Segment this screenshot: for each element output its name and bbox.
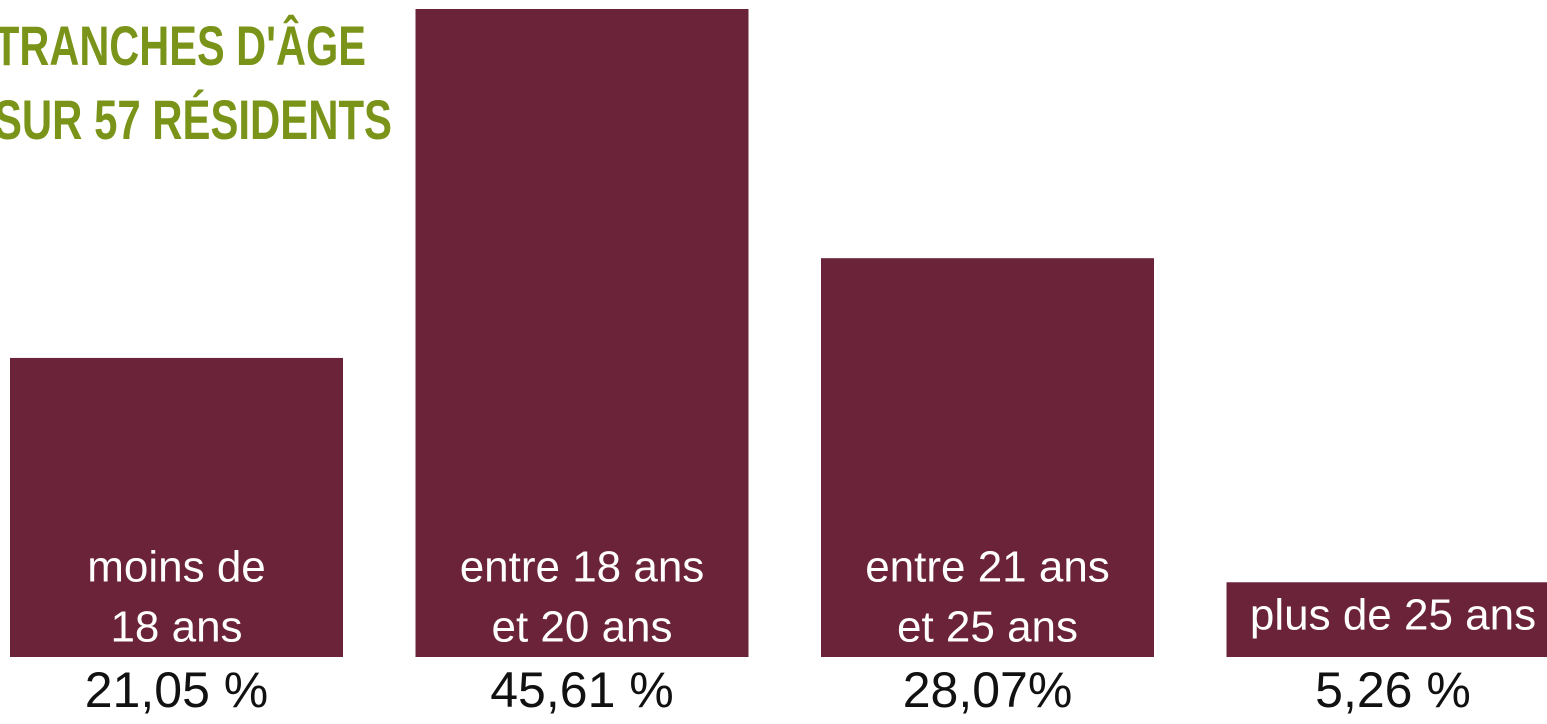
category-label: 18 ans (110, 603, 242, 652)
value-label: 28,07% (903, 662, 1073, 718)
category-label: entre 18 ans (460, 543, 705, 592)
bar (821, 258, 1154, 657)
value-label: 45,61 % (490, 662, 673, 718)
bar (1226, 582, 1547, 657)
category-label: entre 21 ans (865, 543, 1110, 592)
chart-title: SUR 57 RÉSIDENTS (0, 88, 392, 151)
category-label: et 25 ans (897, 603, 1078, 652)
category-label: plus de 25 ans (1250, 591, 1536, 640)
chart-title: TRANCHES D'ÂGE (0, 14, 366, 77)
value-label: 21,05 % (85, 662, 268, 718)
value-label: 5,26 % (1315, 662, 1471, 718)
bar (415, 9, 749, 657)
bar (10, 357, 343, 657)
category-label: et 20 ans (491, 603, 672, 652)
category-label: moins de (87, 543, 266, 592)
